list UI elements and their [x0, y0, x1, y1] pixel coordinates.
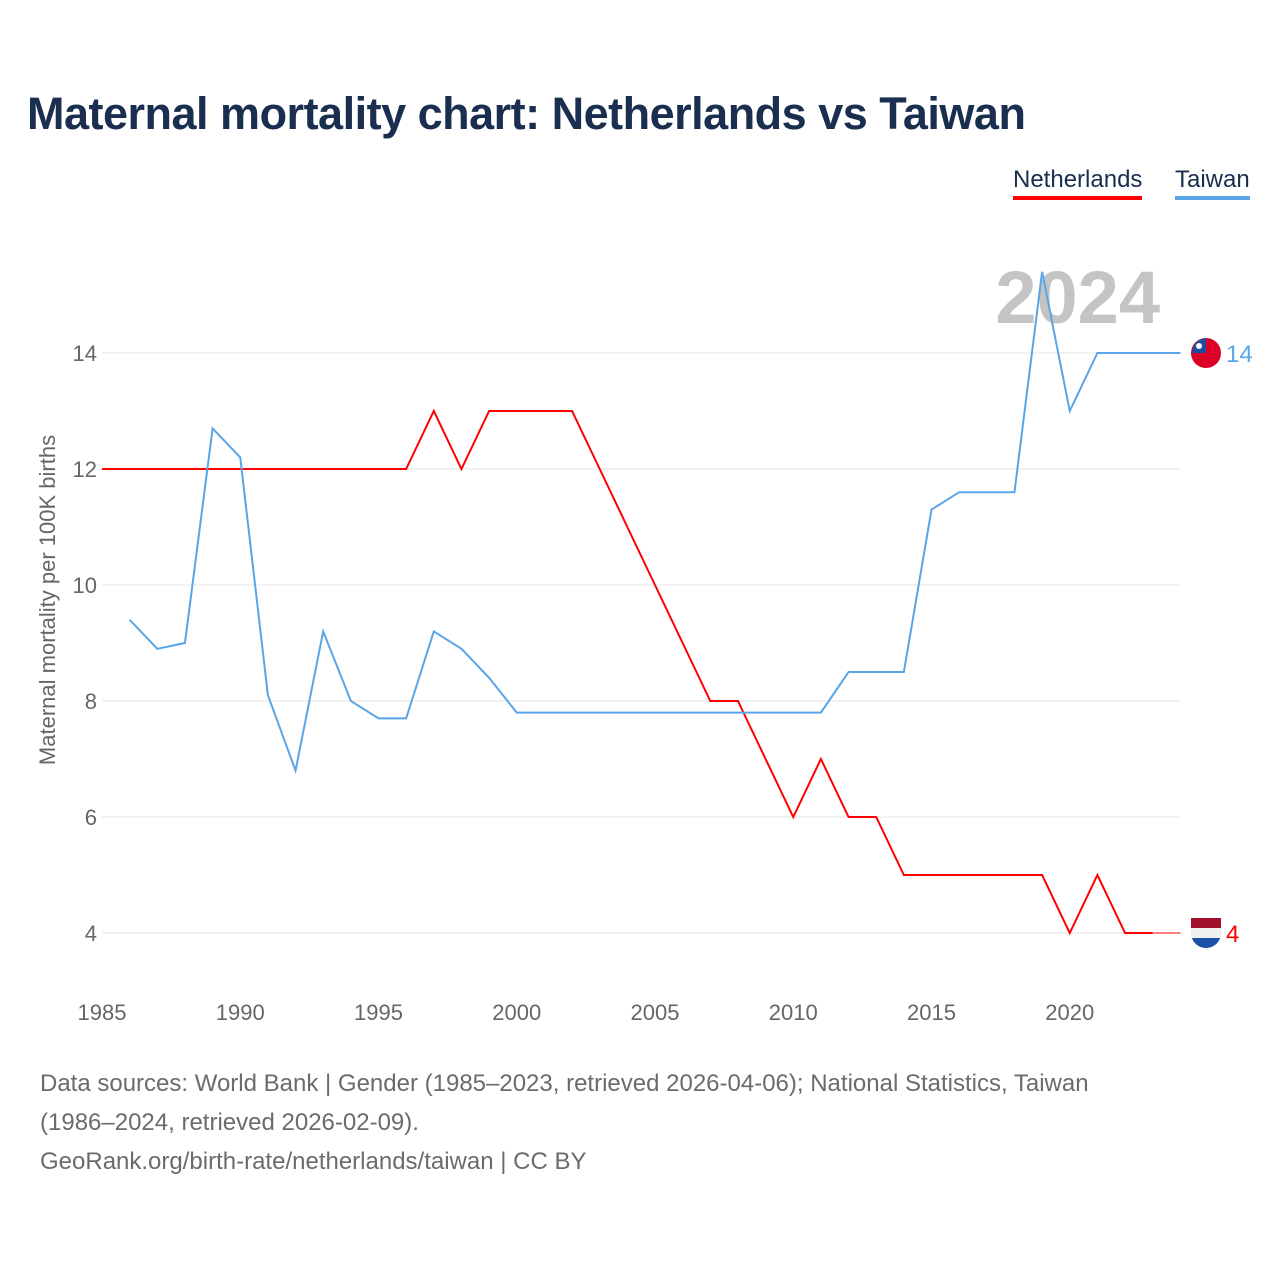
- source-line-1: Data sources: World Bank | Gender (1985–…: [40, 1070, 1089, 1097]
- y-tick-label: 10: [73, 573, 97, 598]
- x-tick-label: 1990: [216, 1000, 265, 1025]
- source-link[interactable]: GeoRank.org/birth-rate/netherlands/taiwa…: [40, 1148, 587, 1175]
- y-tick-label: 12: [73, 457, 97, 482]
- x-tick-label: 2005: [631, 1000, 680, 1025]
- legend-netherlands[interactable]: Netherlands: [1013, 166, 1143, 200]
- flag-stripe: [1191, 928, 1221, 938]
- x-tick-label: 1995: [354, 1000, 403, 1025]
- x-tick-label: 2010: [769, 1000, 818, 1025]
- legend-taiwan[interactable]: Taiwan: [1175, 166, 1250, 200]
- end-value-label: 4: [1226, 921, 1239, 948]
- y-tick-label: 6: [85, 805, 97, 830]
- source-line-2: (1986–2024, retrieved 2026-02-09).: [40, 1109, 419, 1136]
- end-value-label: 14: [1226, 341, 1253, 368]
- y-tick-label: 4: [85, 921, 97, 946]
- x-tick-label: 2020: [1045, 1000, 1094, 1025]
- x-tick-label: 2000: [492, 1000, 541, 1025]
- y-tick-label: 8: [85, 689, 97, 714]
- y-axis-label: Maternal mortality per 100K births: [35, 435, 60, 765]
- page-title: Maternal mortality chart: Netherlands vs…: [27, 88, 1026, 139]
- year-watermark: 2024: [995, 256, 1160, 339]
- y-tick-label: 14: [73, 341, 97, 366]
- sun-icon: [1196, 343, 1202, 349]
- x-tick-label: 1985: [78, 1000, 127, 1025]
- series-line-taiwan: [128, 271, 1181, 775]
- x-tick-label: 2015: [907, 1000, 956, 1025]
- series-line-netherlands: [102, 408, 1153, 936]
- flag-stripe: [1191, 918, 1221, 928]
